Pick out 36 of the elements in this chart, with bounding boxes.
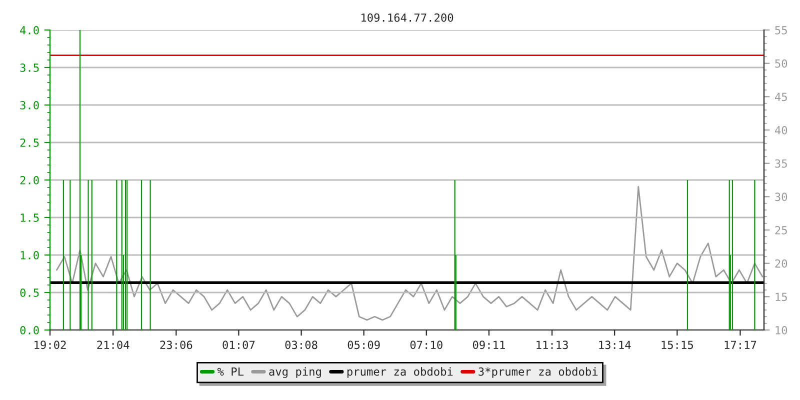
y2-tick-label: 10	[776, 326, 788, 334]
x-tick-label: 05:09	[348, 340, 380, 350]
y-tick-label: 0.0	[20, 326, 39, 334]
legend-label: % PL	[217, 368, 244, 376]
y2-tick-label: 35	[775, 159, 787, 168]
y-tick-label: 0.5	[20, 288, 39, 297]
x-tick-label: 17:17	[724, 340, 756, 349]
x-tick-label: 07:10	[410, 340, 442, 350]
x-tick-label: 09:11	[472, 340, 505, 350]
x-tick-label: 03:08	[285, 340, 318, 350]
y2-tick-label: 55	[775, 26, 787, 34]
y2-tick-label: 20	[775, 259, 788, 268]
y2-tick-label: 30	[775, 192, 788, 202]
y2-tick-label: 45	[774, 92, 787, 102]
y2-tick-label: 40	[774, 126, 788, 134]
y-tick-label: 2.5	[20, 138, 39, 147]
y-tick-label: 4.0	[20, 26, 39, 34]
x-tick-label: 21:04	[97, 340, 130, 350]
y-tick-label: 3.5	[20, 64, 39, 72]
chart-title: 109.164.77.200	[362, 13, 454, 22]
x-tick-label: 19:02	[34, 340, 66, 350]
x-tick-label: 23:06	[160, 340, 192, 350]
x-tick-label: 11:13	[536, 340, 568, 350]
y2-tick-label: 25	[775, 226, 787, 234]
legend-label: 3*prumer za obdobi	[478, 367, 598, 378]
y-tick-label: 3.0	[20, 101, 39, 110]
y-tick-label: 1.0	[20, 251, 39, 260]
y-tick-label: 2.0	[20, 176, 39, 184]
legend-label: prumer za obdobi	[347, 367, 453, 378]
x-tick-label: 01:07	[222, 340, 255, 350]
x-tick-label: 13:14	[599, 340, 631, 350]
legend-label: avg ping	[269, 367, 321, 378]
y2-tick-label: 15	[776, 292, 787, 302]
y2-tick-label: 50	[775, 59, 788, 68]
x-tick-label: 15:15	[662, 340, 693, 350]
y-tick-label: 1.5	[20, 214, 39, 222]
